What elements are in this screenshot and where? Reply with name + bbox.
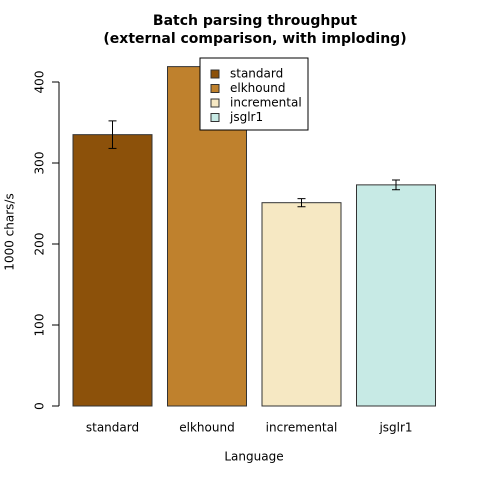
legend-swatch [210,113,220,122]
y-tick-label: 400 [33,71,47,94]
error-bar [392,179,400,191]
legend-label: elkhound [230,81,285,95]
y-tick-label: 200 [33,233,47,256]
bar [261,202,342,407]
x-tick-label: standard [86,421,139,435]
y-tick-label: 100 [33,314,47,337]
error-bar [297,198,306,208]
x-tick-label: incremental [266,421,338,435]
legend-swatch [210,98,220,108]
legend-swatch [210,84,220,93]
error-bar [108,120,117,149]
legend-swatch [210,69,220,79]
bar [356,184,436,407]
x-tick-label: jsglr1 [378,421,412,435]
legend-label: standard [230,67,283,81]
y-tick-label: 300 [33,152,47,175]
bar [72,134,153,407]
chart-subtitle: (external comparison, with imploding) [103,31,406,47]
x-axis-label: Language [224,450,283,464]
chart-title: Batch parsing throughput [153,13,357,29]
y-tick-label: 0 [33,402,47,410]
y-axis-label: 1000 chars/s [3,193,17,270]
legend-label: jsglr1 [229,110,263,124]
x-tick-label: elkhound [179,421,234,435]
legend-label: incremental [230,96,302,110]
